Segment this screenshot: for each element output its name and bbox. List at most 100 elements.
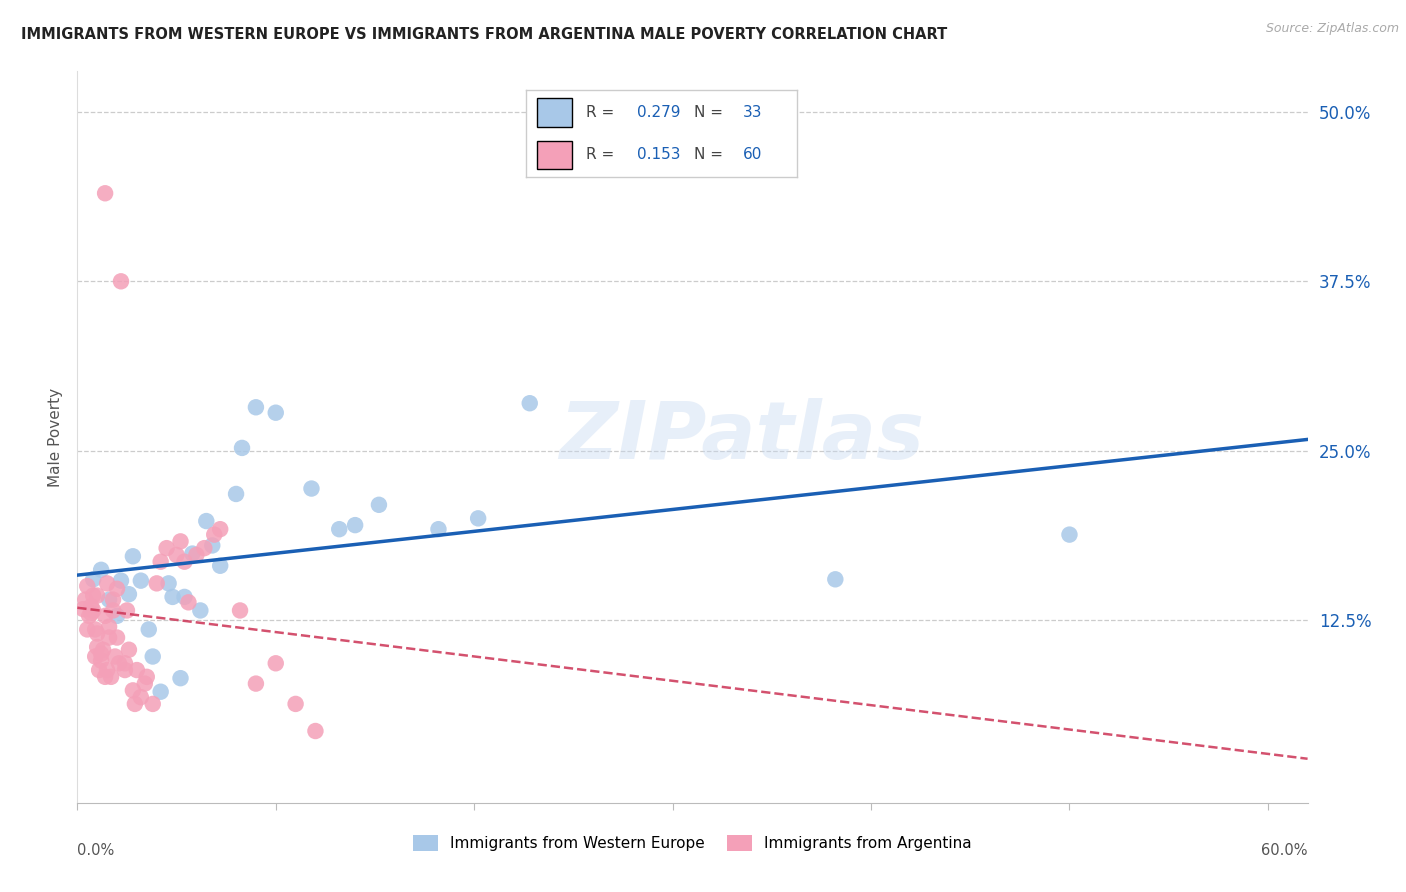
Point (301, 482, 323, 496)
Point (89, 663, 111, 677)
Point (824, 572, 846, 586)
Point (98, 592, 121, 607)
Point (76, 579, 98, 593)
Text: Source: ZipAtlas.com: Source: ZipAtlas.com (1265, 22, 1399, 36)
Point (149, 684, 172, 698)
Point (1059, 527, 1081, 541)
Point (104, 649, 127, 664)
Text: ZIPatlas: ZIPatlas (560, 398, 924, 476)
Point (149, 555, 172, 569)
Point (304, 724, 326, 739)
Point (209, 558, 232, 573)
Point (166, 548, 188, 562)
Point (90, 563, 112, 577)
Point (84, 623, 107, 637)
Point (98, 620, 121, 634)
Point (96, 663, 118, 677)
Point (169, 534, 191, 549)
Point (118, 587, 141, 601)
Point (245, 676, 267, 690)
Point (86, 626, 108, 640)
Point (100, 670, 122, 684)
Point (125, 663, 148, 677)
Point (122, 683, 145, 698)
Point (193, 541, 215, 556)
Point (245, 401, 267, 415)
Point (122, 549, 145, 564)
Point (124, 697, 146, 711)
Point (115, 603, 138, 617)
Text: IMMIGRANTS FROM WESTERN EUROPE VS IMMIGRANTS FROM ARGENTINA MALE POVERTY CORRELA: IMMIGRANTS FROM WESTERN EUROPE VS IMMIGR… (21, 27, 948, 42)
Point (344, 518, 367, 533)
Point (86, 640, 108, 654)
Point (90, 647, 112, 661)
Point (75, 592, 97, 607)
Point (82, 572, 104, 586)
Point (145, 576, 167, 591)
Point (186, 548, 208, 562)
Point (114, 657, 136, 671)
Point (177, 595, 200, 609)
Point (231, 441, 253, 455)
Point (96, 576, 118, 591)
Point (284, 697, 307, 711)
Point (156, 541, 179, 556)
Point (157, 576, 180, 591)
Point (77, 608, 100, 623)
Point (94, 186, 117, 201)
Point (84, 649, 107, 664)
Point (135, 670, 157, 684)
Point (108, 657, 131, 671)
Point (101, 592, 124, 607)
Point (110, 574, 132, 588)
Point (209, 522, 232, 536)
Point (467, 511, 489, 525)
Point (162, 590, 184, 604)
Point (110, 274, 132, 288)
Point (90, 654, 112, 668)
Point (82, 589, 104, 603)
Point (94, 608, 117, 623)
Y-axis label: Male Poverty: Male Poverty (48, 387, 63, 487)
Point (225, 487, 247, 501)
Point (328, 522, 350, 536)
Point (368, 498, 391, 512)
Point (105, 582, 128, 596)
Point (138, 623, 160, 637)
Point (427, 522, 450, 536)
Point (91, 642, 114, 657)
Text: 60.0%: 60.0% (1261, 843, 1308, 858)
Point (118, 642, 141, 657)
Point (264, 657, 287, 671)
Point (201, 538, 224, 552)
Point (173, 555, 195, 569)
Point (142, 649, 165, 664)
Point (72, 602, 94, 616)
Point (129, 574, 152, 588)
Point (80, 599, 103, 614)
Point (195, 514, 218, 528)
Point (181, 547, 204, 561)
Point (202, 527, 225, 541)
Point (134, 676, 156, 690)
Point (105, 608, 128, 623)
Point (190, 603, 212, 617)
Text: 0.0%: 0.0% (77, 843, 114, 858)
Point (519, 396, 541, 410)
Point (129, 690, 152, 705)
Point (105, 631, 128, 645)
Point (76, 623, 98, 637)
Point (142, 697, 165, 711)
Point (114, 663, 136, 677)
Point (169, 671, 191, 685)
Legend: Immigrants from Western Europe, Immigrants from Argentina: Immigrants from Western Europe, Immigran… (406, 830, 979, 857)
Point (101, 603, 124, 617)
Point (173, 590, 195, 604)
Point (229, 603, 252, 617)
Point (80, 606, 103, 620)
Point (94, 670, 117, 684)
Point (82, 603, 104, 617)
Point (98, 631, 121, 645)
Point (86, 589, 108, 603)
Point (264, 406, 287, 420)
